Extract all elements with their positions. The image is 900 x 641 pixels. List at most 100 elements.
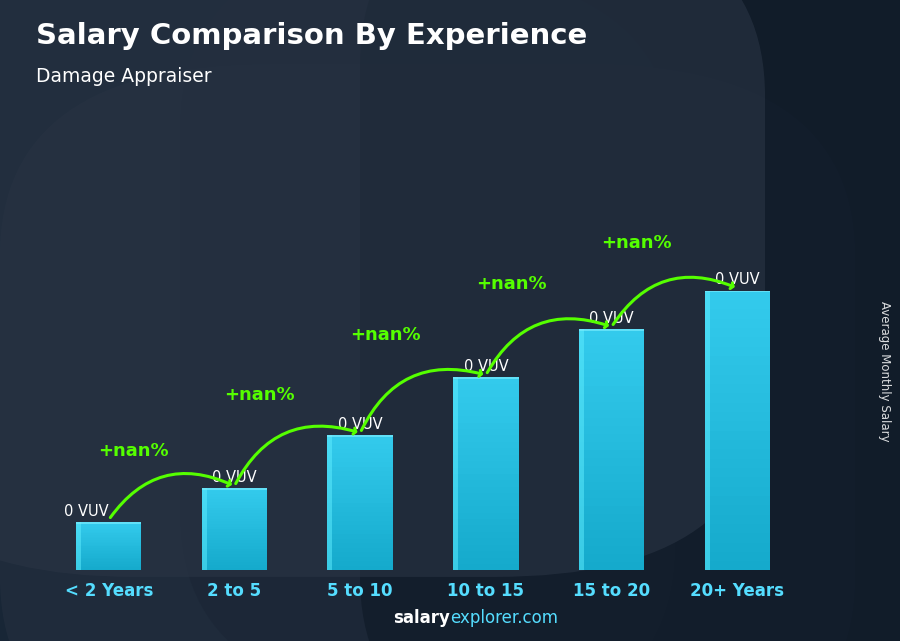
Bar — [705, 412, 770, 421]
Bar — [579, 450, 644, 458]
Bar — [202, 568, 267, 570]
Bar — [579, 362, 644, 369]
Bar — [579, 394, 644, 402]
Bar — [76, 561, 141, 562]
Bar — [76, 524, 141, 526]
Bar — [454, 545, 518, 551]
Bar — [454, 558, 518, 564]
Bar — [202, 565, 267, 568]
Text: 0 VUV: 0 VUV — [464, 359, 508, 374]
Bar — [328, 530, 392, 535]
Bar — [579, 329, 584, 570]
Bar — [705, 319, 770, 328]
Text: +nan%: +nan% — [224, 386, 295, 404]
Bar — [454, 500, 518, 506]
Text: +nan%: +nan% — [350, 326, 420, 344]
Bar — [454, 454, 518, 461]
Bar — [705, 347, 770, 356]
Bar — [705, 477, 770, 487]
Bar — [579, 378, 644, 385]
Bar — [202, 513, 267, 516]
Bar — [454, 526, 518, 532]
Bar — [328, 494, 392, 499]
Bar — [454, 513, 518, 519]
Bar — [579, 426, 644, 434]
Bar — [705, 533, 770, 542]
Bar — [328, 553, 392, 557]
Bar — [454, 410, 518, 416]
Bar — [328, 566, 392, 570]
Text: 0 VUV: 0 VUV — [715, 272, 760, 287]
Bar — [454, 422, 518, 429]
Bar — [76, 527, 141, 529]
Bar — [76, 543, 141, 545]
Bar — [705, 290, 770, 300]
Bar — [328, 471, 392, 476]
Bar — [705, 290, 709, 570]
Bar — [202, 527, 267, 529]
Bar — [705, 561, 770, 570]
Bar — [454, 538, 518, 545]
Bar — [328, 535, 392, 539]
Bar — [202, 488, 267, 490]
Bar — [202, 538, 267, 540]
Bar — [579, 353, 644, 362]
Bar — [76, 558, 141, 559]
Bar — [202, 488, 267, 491]
Bar — [579, 522, 644, 530]
Bar — [579, 562, 644, 570]
Bar — [76, 538, 141, 540]
Bar — [454, 384, 518, 390]
Bar — [579, 474, 644, 482]
Bar — [76, 529, 141, 530]
Bar — [202, 494, 267, 497]
Text: 0 VUV: 0 VUV — [590, 311, 634, 326]
Bar — [454, 397, 518, 403]
Bar — [202, 540, 267, 543]
Bar — [76, 553, 141, 554]
Bar — [328, 462, 392, 467]
Bar — [76, 540, 141, 542]
Bar — [202, 562, 267, 565]
Bar — [202, 549, 267, 551]
Bar — [705, 337, 770, 347]
Bar — [454, 494, 518, 500]
Bar — [328, 435, 332, 570]
Bar — [454, 461, 518, 467]
Bar — [705, 328, 770, 337]
Bar — [76, 526, 141, 527]
Bar — [202, 554, 267, 557]
Bar — [76, 565, 141, 567]
Bar — [328, 435, 392, 440]
Bar — [202, 560, 267, 562]
Bar — [202, 551, 267, 554]
Bar — [579, 490, 644, 498]
Bar — [579, 337, 644, 345]
Bar — [328, 512, 392, 517]
Text: +nan%: +nan% — [476, 275, 546, 293]
Bar — [579, 514, 644, 522]
Bar — [202, 497, 267, 499]
Bar — [579, 466, 644, 474]
Text: Average Monthly Salary: Average Monthly Salary — [878, 301, 890, 442]
Bar — [705, 431, 770, 440]
Bar — [705, 403, 770, 412]
Bar — [454, 448, 518, 454]
Bar — [454, 467, 518, 474]
Bar — [705, 300, 770, 309]
Bar — [579, 482, 644, 490]
Bar — [76, 569, 141, 570]
Bar — [454, 506, 518, 513]
Bar — [705, 505, 770, 515]
Bar — [76, 551, 141, 553]
Bar — [328, 499, 392, 503]
Bar — [454, 480, 518, 487]
Bar — [705, 552, 770, 561]
Bar — [705, 449, 770, 458]
Bar — [76, 522, 81, 570]
Text: +nan%: +nan% — [601, 234, 672, 252]
Bar — [202, 543, 267, 546]
Bar — [328, 539, 392, 544]
Bar — [454, 474, 518, 480]
Bar — [76, 522, 141, 524]
